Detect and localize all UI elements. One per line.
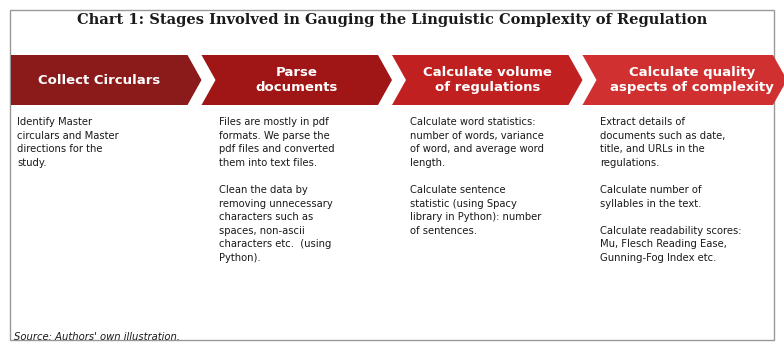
Text: Calculate volume
of regulations: Calculate volume of regulations bbox=[423, 66, 552, 94]
Text: Source: Authors' own illustration.: Source: Authors' own illustration. bbox=[14, 332, 180, 342]
Text: Calculate word statistics:
number of words, variance
of word, and average word
l: Calculate word statistics: number of wor… bbox=[410, 117, 544, 236]
Text: Parse
documents: Parse documents bbox=[256, 66, 338, 94]
Polygon shape bbox=[583, 55, 784, 105]
Text: Extract details of
documents such as date,
title, and URLs in the
regulations.

: Extract details of documents such as dat… bbox=[601, 117, 742, 263]
FancyBboxPatch shape bbox=[10, 10, 774, 340]
Text: Collect Circulars: Collect Circulars bbox=[38, 74, 161, 86]
Text: Identify Master
circulars and Master
directions for the
study.: Identify Master circulars and Master dir… bbox=[17, 117, 118, 168]
Text: Files are mostly in pdf
formats. We parse the
pdf files and converted
them into : Files are mostly in pdf formats. We pars… bbox=[220, 117, 335, 263]
Polygon shape bbox=[11, 55, 201, 105]
Polygon shape bbox=[201, 55, 392, 105]
Text: Chart 1: Stages Involved in Gauging the Linguistic Complexity of Regulation: Chart 1: Stages Involved in Gauging the … bbox=[77, 13, 707, 27]
Polygon shape bbox=[392, 55, 583, 105]
Text: Calculate quality
aspects of complexity: Calculate quality aspects of complexity bbox=[610, 66, 774, 94]
